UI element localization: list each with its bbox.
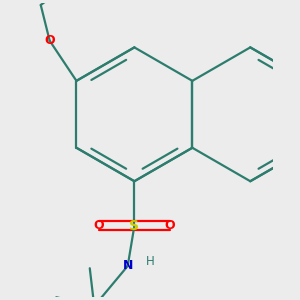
Text: O: O <box>93 219 104 232</box>
Text: O: O <box>165 219 176 232</box>
Text: N: N <box>122 260 133 272</box>
Text: H: H <box>146 255 154 268</box>
Text: O: O <box>44 34 55 47</box>
Text: S: S <box>129 219 140 233</box>
